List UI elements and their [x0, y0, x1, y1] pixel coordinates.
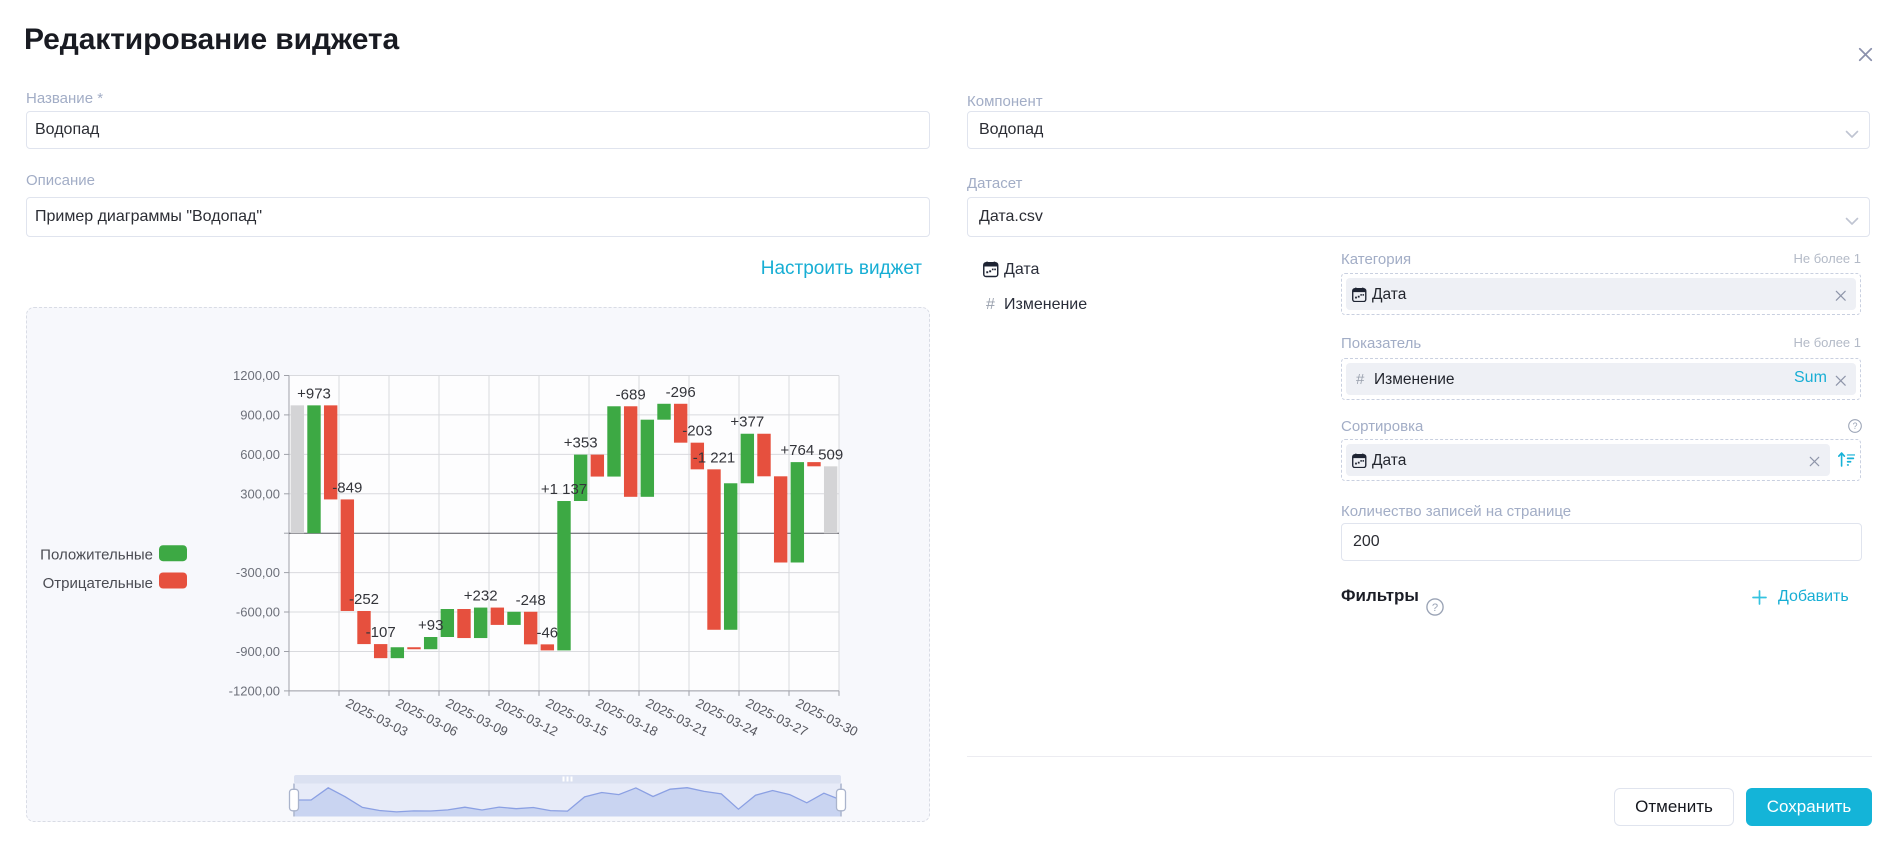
svg-text:900,00: 900,00: [240, 407, 280, 422]
svg-text:Положительные: Положительные: [40, 547, 153, 564]
svg-text:+232: +232: [464, 588, 498, 605]
svg-text:+764: +764: [780, 442, 814, 459]
svg-text:-849: -849: [332, 479, 362, 496]
svg-text:+93: +93: [418, 617, 443, 634]
svg-text:+353: +353: [564, 435, 598, 452]
svg-text:?: ?: [1432, 602, 1438, 614]
svg-text:?: ?: [1853, 421, 1858, 431]
svg-text:300,00: 300,00: [240, 486, 280, 501]
svg-text:-203: -203: [682, 423, 712, 440]
svg-text:509: 509: [818, 446, 843, 463]
svg-text:-600,00: -600,00: [236, 605, 280, 620]
svg-text:-1 221: -1 221: [693, 449, 736, 466]
svg-text:-107: -107: [366, 624, 396, 641]
svg-text:Отрицательные: Отрицательные: [43, 575, 153, 592]
svg-text:1200,00: 1200,00: [233, 368, 280, 383]
svg-text:600,00: 600,00: [240, 447, 280, 462]
svg-text:-1200,00: -1200,00: [229, 683, 280, 698]
svg-text:+973: +973: [297, 385, 331, 402]
svg-text:-248: -248: [516, 592, 546, 609]
svg-text:-300,00: -300,00: [236, 565, 280, 580]
svg-text:-689: -689: [616, 386, 646, 403]
svg-text:+377: +377: [730, 414, 764, 431]
svg-text:-252: -252: [349, 591, 379, 608]
svg-text:-900,00: -900,00: [236, 644, 280, 659]
svg-text:-46: -46: [536, 624, 558, 641]
svg-text:-296: -296: [666, 384, 696, 401]
svg-text:+1 137: +1 137: [541, 481, 587, 498]
